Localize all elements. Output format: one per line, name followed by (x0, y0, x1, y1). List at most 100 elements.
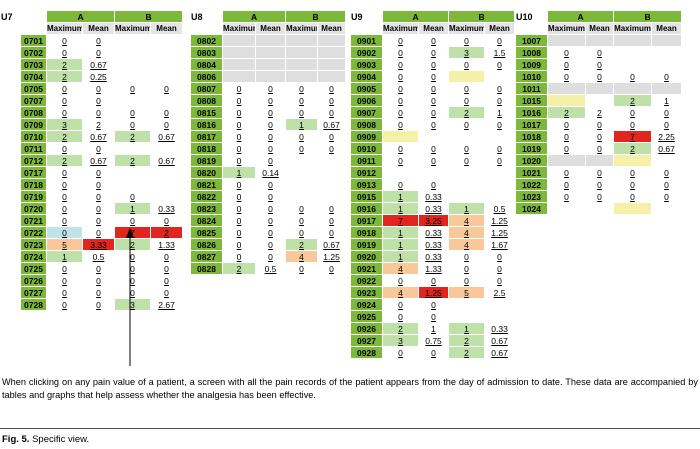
ward-table: U9 A B Maximum Mean Maximum Mean 0901 0 0 0 0 0902 0 0… (350, 10, 516, 359)
room-number: 0722 (20, 226, 47, 239)
room-row: 1017 0 0 0 0 (515, 118, 683, 131)
figure-label: Fig. 5. (2, 434, 30, 445)
room-row: 0928 0 0 2 0.67 (350, 346, 516, 359)
room-row: 0701 0 0 (0, 34, 184, 47)
pain-value: 2.67 (150, 298, 184, 311)
room-row: 0904 0 0 (350, 70, 516, 83)
room-number: 0925 (350, 310, 383, 323)
room-row: 0718 0 0 (0, 178, 184, 191)
shaded-cell (317, 58, 347, 71)
room-row: 0822 0 0 (190, 190, 347, 203)
pain-value: 1 (222, 166, 256, 179)
room-row: 1019 0 0 2 0.67 (515, 142, 683, 155)
room-row: 1007 (515, 34, 683, 47)
room-number: 0710 (20, 130, 47, 143)
pain-value: 0 (254, 226, 287, 239)
room-row: 0719 0 0 0 (0, 190, 184, 203)
pain-value: 0 (150, 274, 184, 287)
room-number: 1024 (515, 202, 548, 215)
room-row: 1024 (515, 202, 683, 215)
room-row: 0916 1 0.33 1 0.5 (350, 202, 516, 215)
room-number: 0908 (350, 118, 383, 131)
room-row: 0807 0 0 0 0 (190, 82, 347, 95)
room-number: 0827 (190, 250, 223, 263)
pain-value: 0 (317, 262, 347, 275)
column-header: Mean (484, 22, 516, 35)
pain-value: 2 (613, 142, 653, 155)
pain-value: 0.67 (651, 142, 683, 155)
pain-value: 4 (448, 214, 486, 227)
shaded-cell (254, 46, 287, 59)
room-row: 1020 (515, 154, 683, 167)
room-number: 0826 (190, 238, 223, 251)
room-number: 1023 (515, 190, 548, 203)
shaded-cell (285, 70, 319, 83)
room-number: 0707 (20, 94, 47, 107)
pain-value: 2 (448, 346, 486, 359)
room-row: 0707 0 0 (0, 94, 184, 107)
room-row: 1010 0 0 0 0 (515, 70, 683, 83)
room-number: 0806 (190, 70, 223, 83)
room-number: 0802 (190, 34, 223, 47)
pain-value: 2 (46, 58, 83, 71)
pain-value: 1 (46, 250, 83, 263)
room-number: 0903 (350, 58, 383, 71)
room-row: 1016 2 2 0 0 (515, 106, 683, 119)
room-number: 0902 (350, 46, 383, 59)
room-row: 0722 0 0 7 2 (0, 226, 184, 239)
pain-value: 0.67 (484, 346, 516, 359)
room-number: 0807 (190, 82, 223, 95)
room-row: 0820 1 0.14 (190, 166, 347, 179)
ward-table: U10 A B Maximum Mean Maximum Mean 1007 1008 0 0 100… (515, 10, 683, 215)
shaded-cell (613, 34, 653, 47)
pain-value: 2 (46, 154, 83, 167)
room-row: 0910 0 0 0 0 (350, 142, 516, 155)
room-number: 0709 (20, 118, 47, 131)
column-header: Maximum (222, 22, 256, 35)
room-row: 0923 4 1.25 5 2.5 (350, 286, 516, 299)
room-row: 0705 0 0 0 0 (0, 82, 184, 95)
room-row: 0708 0 0 0 0 (0, 106, 184, 119)
room-row: 0712 2 0.67 2 0.67 (0, 154, 184, 167)
pain-value: 0 (584, 166, 615, 179)
ward-table: U8ABMaximumMeanMaximumMean08020803080408… (190, 10, 347, 275)
ward-table: U7 A B Maximum Mean Maximum Mean 0701 0 0 0702 0 0 07… (0, 10, 184, 311)
room-row: 0828 2 0.5 0 0 (190, 262, 347, 275)
room-number: 0901 (350, 34, 383, 47)
room-number: 1017 (515, 118, 548, 131)
pain-value: 3.33 (81, 238, 116, 251)
room-row: 0723 5 3.33 2 1.33 (0, 238, 184, 251)
room-row: 0824 0 0 0 0 (190, 214, 347, 227)
shaded-cell (222, 70, 256, 83)
column-header: Maximum (285, 22, 319, 35)
pain-value: 2 (114, 238, 152, 251)
room-row: 0917 7 3.25 4 1.25 (350, 214, 516, 227)
room-number: 0808 (190, 94, 223, 107)
room-number: 0817 (190, 130, 223, 143)
column-header: Maximum (448, 22, 486, 35)
figure-title: Specific view. (32, 434, 90, 445)
room-row: 0922 0 0 0 0 (350, 274, 516, 287)
pain-value: 4 (382, 262, 419, 275)
room-row: 0927 3 0.75 2 0.67 (350, 334, 516, 347)
pain-value: 1 (382, 250, 419, 263)
group-header: A (221, 10, 287, 23)
room-row: 1015 2 1 (515, 94, 683, 107)
pain-value: 2 (547, 106, 586, 119)
room-row: 0826 0 0 2 0.67 (190, 238, 347, 251)
pain-value: 0 (584, 58, 615, 71)
room-row: 0728 0 0 3 2.67 (0, 298, 184, 311)
pain-value: 0.5 (254, 262, 287, 275)
room-row: 0825 0 0 0 0 (190, 226, 347, 239)
room-number: 1020 (515, 154, 548, 167)
room-number: 0818 (190, 142, 223, 155)
group-header: A (546, 10, 615, 23)
room-number: 0825 (190, 226, 223, 239)
pain-value: 2 (448, 334, 486, 347)
column-header: Maximum (547, 22, 586, 35)
pain-value: 3 (382, 334, 419, 347)
room-number: 0905 (350, 82, 383, 95)
pain-value: 1 (382, 202, 419, 215)
